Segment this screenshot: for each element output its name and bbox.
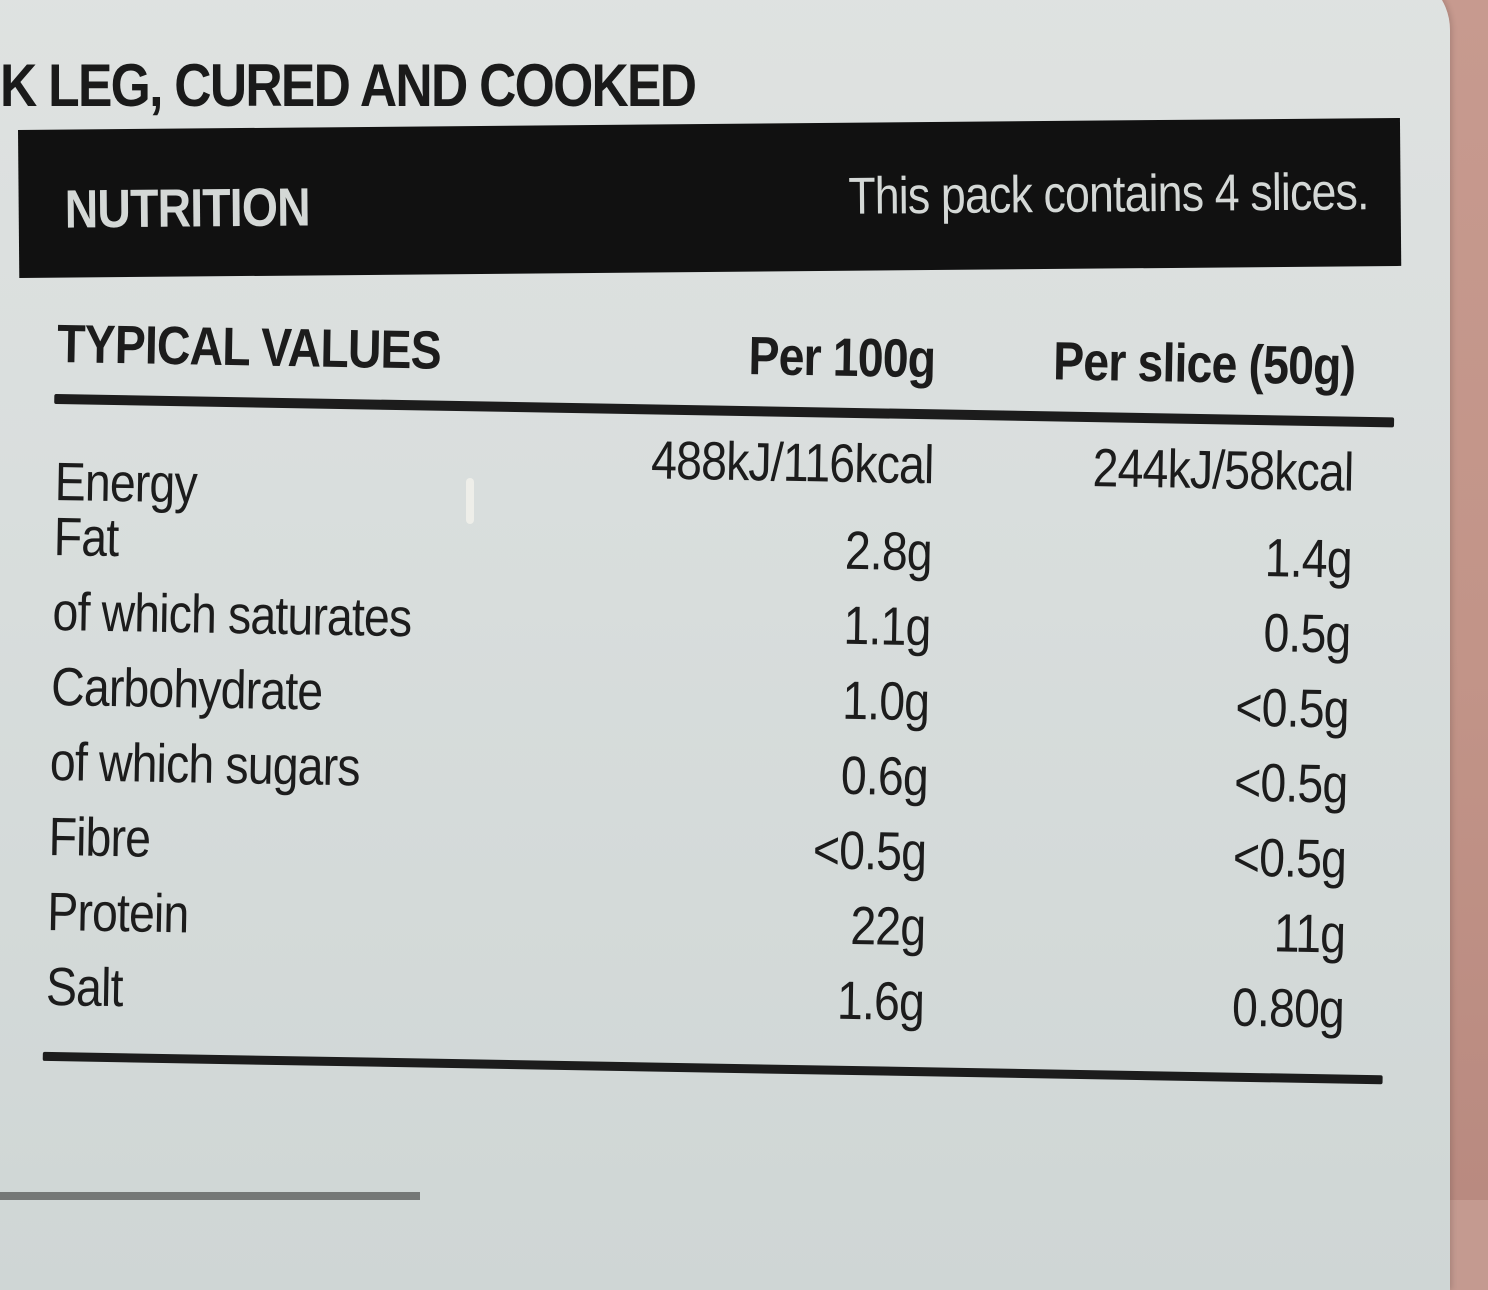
row-per-slice: <0.5g [1235,677,1350,740]
row-name: Protein [46,881,189,945]
row-name: of which sugars [49,731,361,798]
row-per-slice: <0.5g [1232,827,1347,890]
row-name: Salt [45,956,124,1019]
product-title: K LEG, CURED AND COOKED [0,52,697,119]
row-name: of which saturates [52,581,412,649]
row-name: Fibre [48,806,151,869]
label-speck [466,478,474,524]
row-per-100g: 1.1g [842,595,931,658]
row-name: Carbohydrate [50,656,323,722]
row-per-100g: 22g [849,895,926,958]
header-per-slice: Per slice (50g) [1052,331,1356,397]
row-per-100g: 1.6g [836,970,925,1033]
row-per-100g: 2.8g [844,520,933,583]
row-per-100g: 488kJ/116kcal [650,430,934,496]
row-per-slice: <0.5g [1234,752,1349,815]
row-per-100g: <0.5g [812,820,928,883]
row-per-slice: 244kJ/58kcal [1091,438,1354,503]
nutrition-header-bar: NUTRITION This pack contains 4 slices. [18,117,1402,278]
row-per-slice: 1.4g [1264,528,1353,590]
pack-note: This pack contains 4 slices. [848,163,1369,226]
header-typical-values: TYPICAL VALUES [56,314,442,381]
bottom-edge-shadow [0,1192,420,1200]
row-name: Fat [53,507,119,569]
nutrition-table: TYPICAL VALUES Per 100g Per slice (50g) … [42,300,1396,1085]
row-per-slice: 11g [1273,903,1346,965]
row-per-slice: 0.5g [1262,603,1351,665]
row-per-slice: 0.80g [1231,977,1345,1040]
row-per-100g: 0.6g [840,745,929,808]
header-per-100g: Per 100g [747,326,936,390]
row-per-100g: 1.0g [841,670,930,733]
nutrition-heading: NUTRITION [64,177,311,240]
